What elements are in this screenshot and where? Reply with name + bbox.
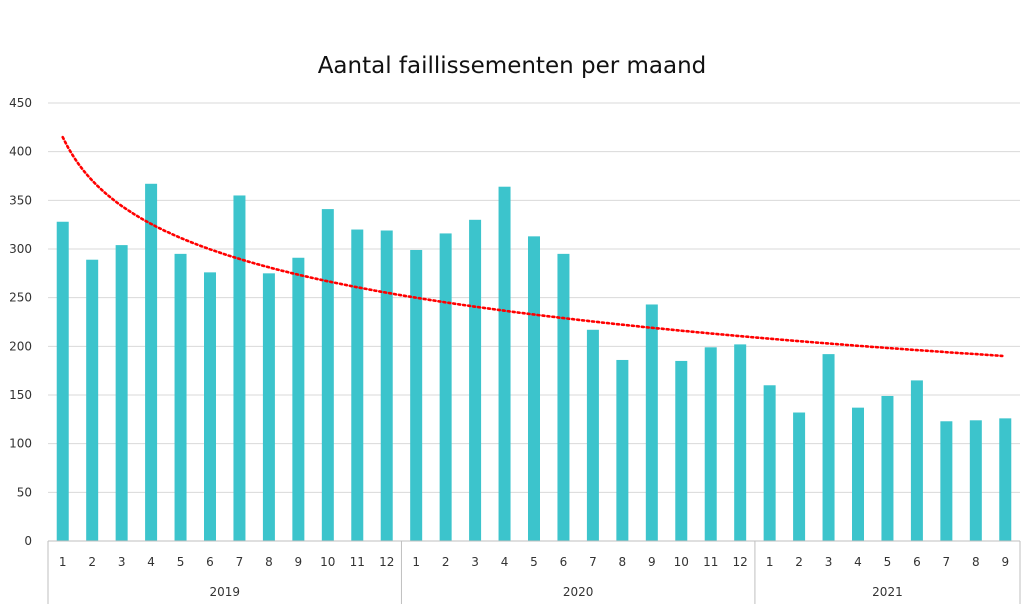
x-tick-label-2021-2: 2 (795, 555, 803, 569)
bar-2019-4 (145, 183, 158, 541)
x-tick-label-2020-2: 2 (442, 555, 450, 569)
trendline-path (61, 135, 1004, 358)
bars (56, 183, 1012, 542)
bar-2019-3 (115, 245, 128, 541)
x-tick-label-2021-3: 3 (825, 555, 833, 569)
x-tick-label-2019-9: 9 (295, 555, 303, 569)
bar-2020-9 (645, 304, 658, 541)
x-tick-label-2020-4: 4 (501, 555, 509, 569)
x-tick-label-2021-5: 5 (884, 555, 892, 569)
x-tick-label-2019-11: 11 (350, 555, 365, 569)
y-tick-label-150: 150 (9, 388, 32, 402)
x-tick-label-2020-3: 3 (471, 555, 479, 569)
bar-2019-2 (86, 259, 99, 541)
x-tick-label-2020-9: 9 (648, 555, 656, 569)
group-label-2020: 2020 (563, 585, 594, 599)
bar-2021-5 (881, 395, 894, 541)
bar-2021-4 (852, 407, 864, 541)
x-tick-label-2019-12: 12 (379, 555, 394, 569)
x-tick-label-2019-3: 3 (118, 555, 126, 569)
bar-2021-2 (793, 412, 806, 541)
y-tick-label-450: 450 (9, 96, 32, 110)
y-tick-label-400: 400 (9, 145, 32, 159)
x-tick-label-2020-11: 11 (703, 555, 718, 569)
y-tick-label-0: 0 (24, 534, 32, 548)
x-tick-label-2019-8: 8 (265, 555, 273, 569)
bar-2021-3 (822, 354, 835, 541)
x-tick-label-2019-6: 6 (206, 555, 214, 569)
bar-2020-4 (498, 186, 511, 541)
bar-2020-7 (586, 329, 599, 541)
bar-2019-7 (233, 195, 246, 541)
x-tick-label-2020-10: 10 (674, 555, 689, 569)
bar-2020-8 (616, 359, 629, 541)
bar-2020-6 (557, 253, 570, 541)
x-tick-label-2019-1: 1 (59, 555, 67, 569)
bar-2021-6 (910, 380, 923, 541)
trendline (61, 135, 1004, 358)
bar-2020-12 (734, 344, 747, 541)
x-tick-label-2020-6: 6 (560, 555, 568, 569)
bar-2019-5 (174, 253, 187, 541)
x-tick-label-2020-1: 1 (412, 555, 420, 569)
bar-2019-9 (292, 257, 305, 541)
bar-2019-12 (380, 230, 393, 542)
x-tick-label-2020-8: 8 (619, 555, 627, 569)
bar-2020-2 (439, 233, 452, 541)
bar-2019-11 (351, 229, 364, 542)
y-tick-label-100: 100 (9, 437, 32, 451)
x-tick-label-2019-7: 7 (236, 555, 244, 569)
x-tick-label-2020-12: 12 (733, 555, 748, 569)
y-tick-label-50: 50 (17, 485, 32, 499)
bar-2019-8 (262, 273, 275, 541)
y-tick-label-300: 300 (9, 242, 32, 256)
bar-2021-8 (969, 420, 982, 541)
bar-2020-5 (528, 236, 540, 541)
x-tick-label-2020-7: 7 (589, 555, 597, 569)
x-tick-label-2020-5: 5 (530, 555, 538, 569)
bar-2021-9 (999, 418, 1012, 541)
x-tick-label-2021-7: 7 (943, 555, 951, 569)
x-tick-label-2019-10: 10 (320, 555, 335, 569)
chart-title: Aantal faillissementen per maand (317, 53, 707, 79)
group-label-2019: 2019 (209, 585, 240, 599)
x-tick-label-2019-4: 4 (147, 555, 155, 569)
bar-2020-10 (675, 360, 688, 541)
bar-2020-1 (410, 249, 423, 541)
x-tick-label-2019-2: 2 (88, 555, 96, 569)
x-tick-label-2021-6: 6 (913, 555, 921, 569)
bar-2019-1 (56, 221, 69, 541)
bar-2021-1 (763, 385, 776, 541)
x-tick-label-2021-1: 1 (766, 555, 774, 569)
bar-2020-3 (469, 219, 482, 542)
y-tick-label-350: 350 (9, 193, 32, 207)
y-tick-label-200: 200 (9, 339, 32, 353)
x-tick-label-2021-9: 9 (1001, 555, 1009, 569)
x-tick-label-2019-5: 5 (177, 555, 185, 569)
x-tick-label-2021-4: 4 (854, 555, 862, 569)
group-label-2021: 2021 (872, 585, 903, 599)
bar-2021-7 (940, 421, 953, 541)
bar-2020-11 (704, 347, 717, 541)
bar-2019-6 (204, 272, 216, 541)
y-tick-label-250: 250 (9, 291, 32, 305)
bar-2019-10 (321, 209, 334, 542)
x-tick-label-2021-8: 8 (972, 555, 980, 569)
